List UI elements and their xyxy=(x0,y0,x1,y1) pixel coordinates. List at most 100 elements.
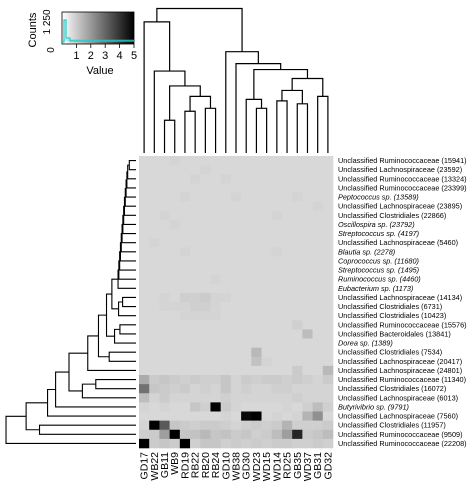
heatmap-cell xyxy=(281,210,293,221)
heatmap-cell xyxy=(149,192,160,202)
heatmap-cell xyxy=(200,174,211,184)
heatmap-cell xyxy=(190,438,201,449)
heatmap-cell xyxy=(241,256,252,266)
heatmap-cell xyxy=(210,429,221,440)
heatmap-cell xyxy=(302,283,313,294)
heatmap-cell xyxy=(139,411,150,421)
heatmap-cell xyxy=(312,274,324,285)
heatmap-cell xyxy=(169,183,181,193)
heatmap-cell xyxy=(210,438,221,449)
heatmap-cell xyxy=(322,256,334,266)
heatmap-cell xyxy=(220,393,232,403)
column-label: GB31 xyxy=(312,452,324,479)
heatmap-cell xyxy=(179,274,191,285)
heatmap-cell xyxy=(159,365,170,376)
heatmap-cell xyxy=(230,320,242,330)
heatmap-cell xyxy=(139,201,150,212)
heatmap-cell xyxy=(200,338,211,348)
heatmap-cell xyxy=(169,302,181,312)
row-labels: Unclassified Ruminococcaceae (15941)Uncl… xyxy=(338,156,467,448)
heatmap-cell xyxy=(220,165,232,175)
heatmap-cell xyxy=(322,229,334,239)
heatmap-cell xyxy=(179,356,191,367)
heatmap-cell xyxy=(149,229,160,239)
heatmap-cell xyxy=(281,238,293,248)
heatmap-cell xyxy=(261,375,273,385)
column-label: WD15 xyxy=(261,452,273,481)
heatmap-cell xyxy=(271,210,283,221)
heatmap-cell xyxy=(251,219,262,230)
heatmap-cell xyxy=(292,438,303,449)
heatmap-cell xyxy=(292,274,303,285)
heatmap-cell xyxy=(271,365,283,376)
heatmap-cell xyxy=(139,265,150,275)
heatmap-cell xyxy=(261,256,273,266)
heatmap-cell xyxy=(312,420,324,431)
heatmap-cell xyxy=(169,411,181,421)
heatmap-cell xyxy=(322,292,334,303)
heatmap-cell xyxy=(251,201,262,212)
heatmap-cell xyxy=(261,338,273,348)
heatmap-cell xyxy=(261,165,273,175)
heatmap-cell xyxy=(312,365,324,376)
heatmap-cell xyxy=(230,283,242,294)
heatmap-cell xyxy=(190,411,201,421)
heatmap-cell xyxy=(292,365,303,376)
heatmap-cell xyxy=(200,219,211,230)
heatmap-cell xyxy=(302,320,313,330)
heatmap-cell xyxy=(139,311,150,321)
heatmap-cell xyxy=(220,356,232,367)
row-dendrogram-link xyxy=(55,371,136,408)
heatmap-cell xyxy=(251,438,262,449)
heatmap-cell xyxy=(149,201,160,212)
heatmap-cell xyxy=(190,229,201,239)
heatmap-cell xyxy=(322,375,334,385)
color-key-xtick-label: 1 xyxy=(73,50,79,62)
heatmap-cell xyxy=(179,247,191,257)
row-dendrogram-link xyxy=(125,179,136,198)
heatmap-cell xyxy=(230,411,242,421)
heatmap-cell xyxy=(220,183,232,193)
heatmap-cell xyxy=(149,402,160,412)
heatmap-cell xyxy=(281,402,293,412)
heatmap-cell xyxy=(139,375,150,385)
row-label: Unclassified Lachnospiraceae (23895) xyxy=(338,202,462,211)
row-dendrogram-link xyxy=(126,171,136,189)
heatmap-cell xyxy=(179,429,191,440)
heatmap-cell xyxy=(220,311,232,321)
heatmap-cell xyxy=(230,165,242,175)
heatmap-cell xyxy=(271,283,283,294)
heatmap-cell xyxy=(179,329,191,339)
heatmap-cell xyxy=(261,356,273,367)
heatmap-cell xyxy=(312,219,324,230)
heatmap-cell xyxy=(241,265,252,275)
heatmap-cell xyxy=(302,356,313,367)
heatmap-cell xyxy=(210,411,221,421)
row-label: Unclassified Lachnospiraceae (6013) xyxy=(338,393,458,402)
color-key-xtick-label: 3 xyxy=(102,50,108,62)
heatmap-cell xyxy=(322,365,334,376)
heatmap-cell xyxy=(302,311,313,321)
heatmap-cell xyxy=(292,265,303,275)
heatmap-cell xyxy=(169,256,181,266)
heatmap-cell xyxy=(190,384,201,394)
heatmap-cell xyxy=(281,219,293,230)
row-dendrogram-link xyxy=(87,335,136,371)
heatmap-cell xyxy=(292,402,303,412)
color-key-xtick-label: 4 xyxy=(117,50,123,62)
heatmap-cell xyxy=(220,210,232,221)
column-label: WD37 xyxy=(302,452,314,481)
column-dendrogram-link xyxy=(253,68,309,100)
heatmap-cell xyxy=(241,356,252,367)
heatmap-cell xyxy=(190,302,201,312)
heatmap-cell xyxy=(261,274,273,285)
heatmap-cell xyxy=(302,156,313,166)
heatmap-cell xyxy=(322,238,334,248)
heatmap-cell xyxy=(220,292,232,303)
heatmap-cell xyxy=(169,283,181,294)
heatmap-cell xyxy=(149,320,160,330)
heatmap-cell xyxy=(200,411,211,421)
heatmap-cell xyxy=(281,229,293,239)
heatmap-cell xyxy=(241,329,252,339)
heatmap-cell xyxy=(322,384,334,394)
